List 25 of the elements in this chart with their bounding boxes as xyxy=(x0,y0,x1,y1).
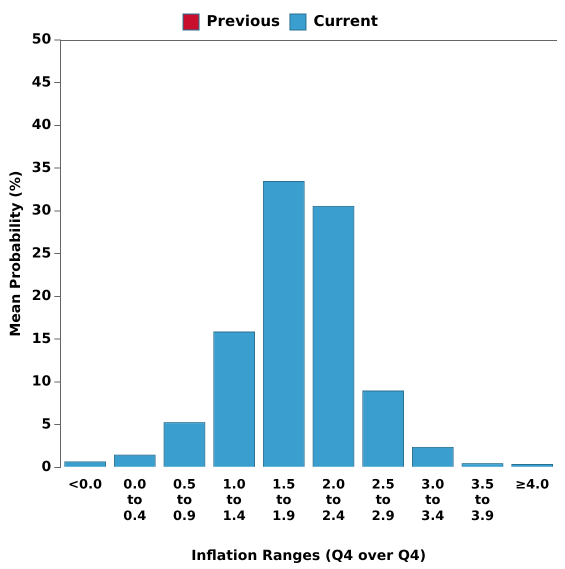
y-tick-label: 0 xyxy=(42,459,52,476)
x-tick-label: ≥4.0 xyxy=(515,478,550,493)
x-tick-label: 2.5 to 2.9 xyxy=(372,478,395,524)
y-tick-label: 5 xyxy=(42,416,52,432)
y-tick-label: 35 xyxy=(32,160,52,176)
y-tick-label: 30 xyxy=(32,202,52,219)
x-tick-label: 3.0 to 3.4 xyxy=(421,478,444,524)
y-tick-label: 50 xyxy=(32,32,52,48)
x-tick-label: 0.5 to 0.9 xyxy=(172,478,196,524)
legend-label: Previous xyxy=(206,12,280,30)
x-axis-title: Inflation Ranges (Q4 over Q4) xyxy=(191,548,426,564)
x-tick-label: <0.0 xyxy=(68,478,102,493)
legend-label: Current xyxy=(313,12,378,30)
x-tick-label: 0.0 to 0.4 xyxy=(123,478,146,524)
y-tick-label: 10 xyxy=(32,374,52,390)
x-tick-label: 1.5 to 1.9 xyxy=(272,478,296,524)
y-tick-label: 20 xyxy=(32,288,52,304)
x-tick-label: 1.0 to 1.4 xyxy=(222,478,246,524)
y-axis-title: Mean Probability (%) xyxy=(8,170,24,337)
x-tick-label: 2.0 to 2.4 xyxy=(322,478,345,524)
y-tick-label: 40 xyxy=(32,117,52,134)
y-tick-label: 25 xyxy=(32,245,52,262)
y-tick-label: 15 xyxy=(32,330,52,347)
y-tick-label: 45 xyxy=(32,74,52,90)
x-tick-label: 3.5 to 3.9 xyxy=(470,478,494,524)
